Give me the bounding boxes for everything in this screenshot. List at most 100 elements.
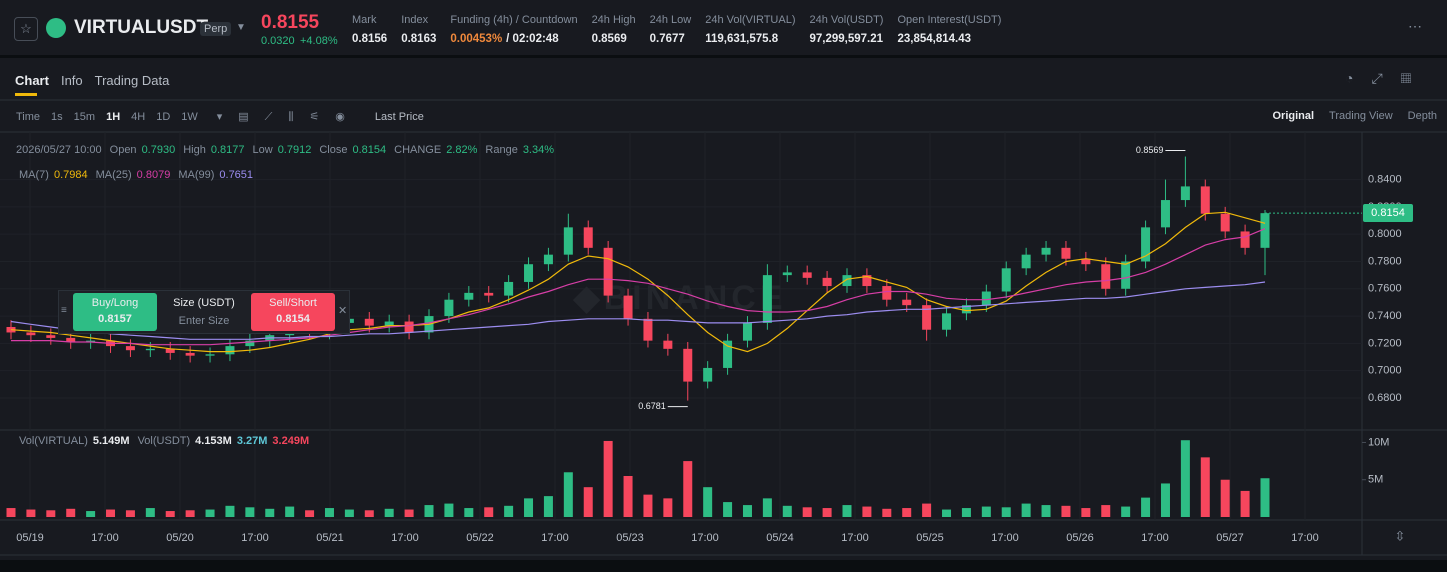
info-value: 0.7930 [141, 144, 176, 156]
ohlc-info: 2026/05/27 10:00 Open 0.7930 High 0.8177 Low 0… [16, 144, 554, 156]
toolbar: Time 1s 15m 1H 4H 1D 1W ▾▤⟋⫼⚟◉ Last Price [16, 110, 435, 124]
view[interactable]: Original [1272, 110, 1315, 122]
stat-value: 0.8156 [352, 33, 387, 45]
sell-button[interactable]: Sell/Short 0.8154 [251, 293, 335, 331]
stat: Funding (4h) / Countdown 0.00453%/ 02:02:… [450, 14, 577, 45]
candle-body [1260, 213, 1270, 248]
buy-button[interactable]: Buy/Long 0.8157 [73, 293, 157, 331]
annotation: 0.6781 [638, 401, 666, 411]
favorite-button[interactable]: ☆ [14, 17, 38, 41]
info-value: 0.7912 [277, 144, 312, 156]
volume-bar [285, 506, 295, 517]
close-widget[interactable]: ✕ [338, 305, 348, 317]
volume-bar [484, 507, 494, 517]
volume-bar [1021, 503, 1031, 517]
candle-body [663, 340, 673, 349]
candle-body [742, 322, 752, 341]
tool-icons[interactable]: ▾▤⟋⫼⚟◉ [216, 111, 361, 123]
volume-bar [444, 503, 454, 517]
tab[interactable]: Chart [15, 73, 49, 88]
volume-bar [1081, 508, 1091, 517]
change: 0.0320 [261, 35, 295, 47]
dropdown-arrow[interactable]: ▼ [236, 22, 246, 33]
candle-body [185, 352, 195, 356]
candle-body [145, 348, 155, 351]
volume-bar [822, 508, 832, 517]
size-input[interactable]: Enter Size [178, 315, 230, 327]
x-tick-label: 05/19 [16, 532, 44, 544]
candle-body [822, 277, 832, 287]
candle-body [1200, 186, 1210, 214]
interval[interactable]: 15m [73, 111, 96, 123]
volume-bar [46, 510, 56, 517]
candle-body [543, 254, 553, 265]
candle-body [66, 337, 76, 343]
drag-handle[interactable]: ≡ [61, 305, 67, 316]
candle-body [961, 305, 971, 314]
candle-body [1021, 254, 1031, 269]
candle-body [723, 340, 733, 368]
buy-price: 0.8157 [98, 313, 132, 325]
last-price-tag: 0.8154 [1363, 204, 1413, 223]
stat-label: 24h Low [649, 14, 692, 26]
candle-body [1220, 213, 1230, 232]
symbol[interactable]: VIRTUALUSDT [74, 17, 209, 38]
stat-value: 97,299,597.21 [810, 33, 884, 45]
volume-bar [543, 496, 553, 517]
view[interactable]: Depth [1407, 110, 1437, 122]
volume-bar [384, 508, 394, 517]
tab[interactable]: Info [60, 73, 83, 88]
candle-body [1121, 261, 1131, 289]
vol-value: 3.27M [236, 435, 268, 447]
ma-label: MA(99) [178, 169, 215, 181]
buy-label: Buy/Long [91, 297, 139, 309]
volume-bar [663, 498, 673, 517]
candle-body [981, 291, 991, 306]
scale-reset: ⇳ [1395, 528, 1406, 543]
x-tick-label: 17:00 [691, 532, 719, 544]
volume-bar [185, 510, 195, 517]
volume-bar [225, 505, 235, 517]
volume-bar [1101, 505, 1111, 517]
volume-bar [324, 508, 334, 517]
candle-body [86, 340, 96, 343]
more-button[interactable]: ⋯ [1408, 18, 1422, 34]
panel-icons[interactable]: ◔⤢▦ [1345, 70, 1430, 86]
interval[interactable]: 1H [106, 111, 121, 123]
interval[interactable]: 1W [181, 111, 198, 123]
candle-body [225, 346, 235, 355]
candle-body [125, 346, 135, 351]
interval[interactable]: 1s [51, 111, 63, 123]
candle-body [245, 340, 255, 347]
volume-bar [603, 440, 613, 517]
volume-bar [205, 509, 215, 517]
candle-body [603, 247, 613, 296]
candle-body [802, 272, 812, 278]
interval: Time [16, 111, 41, 123]
x-tick-label: 05/22 [466, 532, 494, 544]
info-value: 0.8177 [210, 144, 245, 156]
info-label: Low [252, 144, 273, 156]
volume-bar [504, 505, 514, 517]
x-tick-label: 17:00 [91, 532, 119, 544]
interval[interactable]: 1D [156, 111, 171, 123]
tab-indicator [15, 93, 37, 96]
stat: 24h Low 0.7677 [650, 14, 692, 45]
volume-bar [862, 506, 872, 517]
stat: Open Interest(USDT) 23,854,814.43 [897, 14, 1001, 45]
candle-body [1101, 264, 1111, 289]
price-type[interactable]: Last Price [374, 111, 424, 123]
stat-value-main: 97,299,597.21 [809, 33, 884, 45]
candle-body [404, 321, 414, 333]
ma-value: 0.8079 [136, 169, 171, 181]
volume-bar [961, 508, 971, 517]
info-label: Range [485, 144, 518, 156]
tab[interactable]: Trading Data [94, 73, 170, 88]
candle-body [524, 264, 534, 282]
stat-value-main: 0.7677 [649, 33, 685, 45]
y-tick-label: 0.7200 [1368, 337, 1402, 349]
volume-bar [683, 461, 693, 517]
view[interactable]: Trading View [1329, 110, 1393, 122]
interval[interactable]: 4H [131, 111, 146, 123]
